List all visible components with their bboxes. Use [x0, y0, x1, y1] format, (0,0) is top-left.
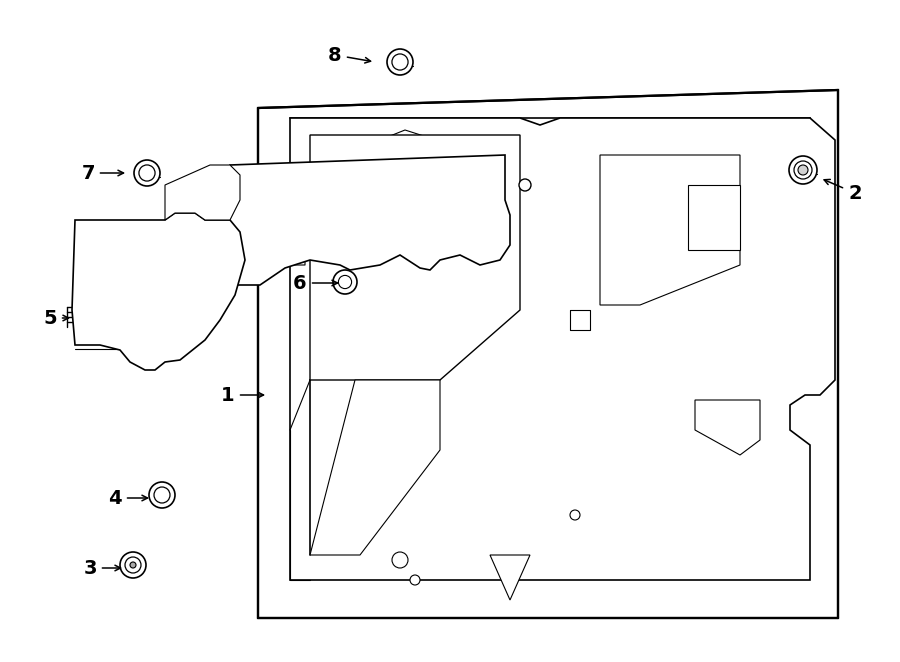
Circle shape — [130, 562, 136, 568]
Polygon shape — [310, 135, 520, 380]
Circle shape — [134, 160, 160, 186]
Polygon shape — [225, 155, 510, 285]
Polygon shape — [490, 555, 530, 600]
Text: 3: 3 — [84, 559, 121, 577]
Polygon shape — [695, 400, 760, 455]
Text: 8: 8 — [328, 46, 371, 64]
Polygon shape — [290, 118, 835, 580]
Circle shape — [519, 179, 531, 191]
Circle shape — [387, 49, 413, 75]
Circle shape — [338, 275, 352, 289]
Circle shape — [798, 165, 808, 175]
Circle shape — [704, 409, 716, 421]
Text: 5: 5 — [43, 308, 68, 328]
Polygon shape — [310, 380, 440, 555]
Polygon shape — [72, 213, 245, 370]
Circle shape — [570, 510, 580, 520]
Circle shape — [139, 165, 155, 181]
Text: 6: 6 — [293, 273, 338, 293]
Text: 1: 1 — [221, 385, 264, 404]
Polygon shape — [258, 90, 838, 618]
Circle shape — [154, 487, 170, 503]
Polygon shape — [165, 165, 240, 220]
Circle shape — [794, 161, 812, 179]
Circle shape — [120, 552, 146, 578]
Circle shape — [149, 482, 175, 508]
Polygon shape — [600, 155, 740, 305]
Circle shape — [696, 401, 724, 429]
Polygon shape — [688, 185, 740, 250]
Text: 2: 2 — [824, 179, 861, 203]
Circle shape — [333, 270, 357, 294]
Circle shape — [410, 575, 420, 585]
Text: 7: 7 — [81, 164, 123, 183]
Circle shape — [392, 54, 408, 70]
Circle shape — [789, 156, 817, 184]
Circle shape — [125, 557, 141, 573]
Circle shape — [392, 552, 408, 568]
Text: 4: 4 — [108, 489, 148, 508]
